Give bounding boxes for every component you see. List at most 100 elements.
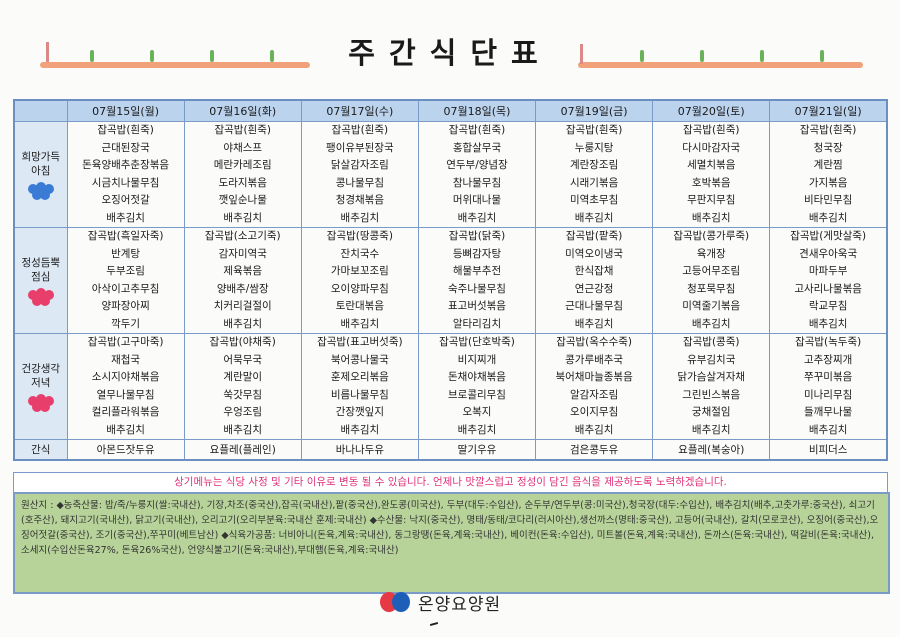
menu-item: 잡곡밥(옥수수죽) — [556, 336, 633, 348]
menu-cell: 잡곡밥(옥수수죽) 콩가루배추국 북어채마늘종볶음 알감자조림 오이지무침 배추김치 — [535, 333, 654, 440]
meal-row: 정성듬뿍 점심 잡곡밥(흑일자죽) 반계탕 두부조림 아삭이고추무침 양파장아찌 깍두기 잡곡… — [13, 227, 888, 334]
menu-item: 배추김치 — [340, 317, 380, 330]
meal-label: 건강생각 저녁 — [13, 333, 68, 440]
menu-item: 오이지무침 — [569, 406, 619, 418]
menu-cell: 잡곡밥(녹두죽) 고추장찌개 쭈꾸미볶음 미나리무침 들깨무나물 배추김치 — [769, 333, 888, 440]
menu-cell: 잡곡밥(야채죽) 어묵무국 계란말이 쑥갓무침 우엉조림 배추김치 — [183, 333, 302, 440]
menu-cell: 잡곡밥(흑일자죽) 반계탕 두부조림 아삭이고추무침 양파장아찌 깍두기 — [66, 227, 185, 334]
meal-label-text: 건강생각 저녁 — [21, 362, 61, 389]
menu-item: 잡곡밥(야채죽) — [209, 336, 276, 348]
menu-item: 훈제오리볶음 — [330, 371, 389, 383]
day-header: 07월18일(목) — [417, 99, 537, 122]
menu-item: 잡곡밥(팥죽) — [565, 230, 623, 242]
meal-label-text: 희망가득 아침 — [21, 150, 61, 177]
day-header: 07월15일(월) — [66, 99, 185, 122]
menu-item: 미나리무침 — [803, 388, 853, 401]
menu-item: 두부조림 — [106, 265, 145, 277]
flower-icon — [27, 393, 54, 412]
menu-item: 배추김치 — [574, 423, 614, 436]
menu-item: 도라지볶음 — [218, 176, 267, 189]
menu-cell: 잡곡밥(흰죽) 누룽지탕 계란장조림 시래기볶음 미역초무침 배추김치 — [535, 121, 654, 228]
heart-logo-icon — [380, 592, 412, 612]
menu-item: 잡곡밥(흰죽) — [331, 124, 389, 136]
right-garden-decoration — [578, 62, 863, 68]
menu-item: 잡곡밥(흰죽) — [97, 124, 154, 136]
menu-item: 배추김치 — [223, 423, 263, 436]
menu-item: 양배추/쌈장 — [216, 282, 269, 295]
menu-item: 오이양파무침 — [330, 282, 389, 295]
menu-item: 연근강정 — [574, 282, 614, 295]
snack-item: 검은콩두유 — [535, 439, 654, 461]
sprout-icon — [640, 50, 644, 62]
menu-item: 배추김치 — [457, 211, 497, 224]
flag-pole-icon — [46, 42, 49, 62]
flag-pole-icon — [580, 44, 583, 64]
menu-item: 깍두기 — [111, 317, 141, 330]
menu-cell: 잡곡밥(표고버섯죽) 북어콩나물국 훈제오리볶음 비름나물무침 간장깻잎지 배추김치 — [300, 333, 419, 440]
menu-item: 재첩국 — [111, 353, 141, 366]
menu-item: 미역초무침 — [569, 194, 619, 206]
menu-item: 근대된장국 — [101, 141, 150, 154]
flower-icon — [27, 287, 54, 306]
menu-cell: 잡곡밥(콩가루죽) 육개장 고등어무조림 청포묵무침 미역줄기볶음 배추김치 — [652, 227, 771, 334]
menu-item: 잡곡밥(닭죽) — [448, 230, 506, 242]
snack-item: 바나나두유 — [300, 439, 419, 461]
menu-item: 견새우아욱국 — [799, 247, 858, 260]
menu-item: 우엉조림 — [223, 406, 263, 418]
menu-item: 미역오이냉국 — [565, 247, 624, 260]
menu-item: 감자미역국 — [218, 247, 267, 260]
menu-item: 배추김치 — [691, 317, 731, 330]
page-title: 주간식단표 — [348, 36, 552, 70]
menu-cell: 잡곡밥(흰죽) 다시마감자국 세멸치볶음 호박볶음 무판지무침 배추김치 — [652, 121, 771, 228]
menu-item: 잡곡밥(게맛살죽) — [790, 230, 867, 242]
menu-item: 마파두부 — [808, 265, 848, 277]
menu-item: 홍합살무국 — [452, 141, 502, 154]
menu-item: 돈육양배추춘장볶음 — [82, 159, 170, 171]
menu-item: 비타민무침 — [803, 194, 853, 206]
flower-icon — [27, 181, 54, 200]
menu-item: 팽이유부된장국 — [326, 141, 394, 154]
menu-item: 야채스프 — [223, 141, 263, 154]
menu-item: 열무나물무침 — [96, 388, 155, 401]
menu-item: 잡곡밥(소고기죽) — [204, 230, 281, 242]
menu-cell: 잡곡밥(닭죽) 등뼈감자탕 해물부추전 숙주나물무침 표고버섯볶음 알타리김치 — [417, 227, 537, 334]
snack-item: 아몬드잣두유 — [66, 439, 185, 461]
menu-item: 배추김치 — [691, 423, 731, 436]
menu-item: 배추김치 — [340, 211, 380, 224]
origin-info-box: 원산지 : ◆농축산물: 밥/죽/누룽지(쌀:국내산), 기장,차조(중국산),… — [13, 492, 890, 594]
menu-cell: 잡곡밥(흰죽) 청국장 계란찜 가지볶음 비타민무침 배추김치 — [769, 121, 888, 228]
sprout-icon — [270, 50, 274, 62]
menu-cell: 잡곡밥(흰죽) 팽이유부된장국 닭살감자조림 콩나물무침 청경채볶음 배추김치 — [300, 121, 419, 228]
menu-item: 궁채절임 — [691, 406, 731, 418]
weekly-menu-table: 07월15일(월) 07월16일(화) 07월17일(수) 07월18일(목) … — [13, 99, 888, 461]
menu-item: 메란카레조림 — [213, 159, 272, 171]
menu-item: 고등어무조림 — [682, 265, 741, 277]
sprout-icon — [820, 50, 824, 62]
day-header: 07월20일(토) — [652, 99, 771, 122]
day-header: 07월21일(일) — [769, 99, 888, 122]
meal-label: 희망가득 아침 — [13, 121, 68, 228]
menu-item: 오복지 — [462, 406, 492, 418]
menu-item: 잡곡밥(흰죽) — [799, 124, 857, 136]
menu-item: 그린빈스볶음 — [682, 388, 741, 401]
menu-item: 반계탕 — [111, 247, 141, 260]
menu-item: 계란찜 — [813, 159, 843, 171]
menu-item: 등뼈감자탕 — [452, 247, 502, 260]
menu-item: 비지찌개 — [457, 353, 497, 366]
menu-item: 배추김치 — [223, 211, 263, 224]
menu-item: 잡곡밥(단호박죽) — [439, 336, 515, 348]
menu-item: 잡곡밥(고구마죽) — [87, 336, 164, 348]
menu-item: 배추김치 — [574, 211, 614, 224]
facility-name: 온양요양원 — [418, 594, 502, 615]
menu-item: 들깨무나물 — [803, 406, 853, 418]
menu-item: 어묵무국 — [223, 353, 263, 366]
menu-item: 잡곡밥(흰죽) — [214, 124, 271, 136]
menu-item: 치커리걸절이 — [213, 300, 272, 312]
menu-item: 깻잎순나물 — [218, 194, 267, 206]
menu-item: 육개장 — [696, 247, 726, 260]
sprout-icon — [700, 50, 704, 62]
menu-item: 청경채볶음 — [335, 194, 385, 206]
day-header: 07월19일(금) — [535, 99, 654, 122]
footer-brand: 온양요양원 — [380, 590, 502, 615]
menu-item: 아삭이고추무침 — [91, 282, 160, 295]
